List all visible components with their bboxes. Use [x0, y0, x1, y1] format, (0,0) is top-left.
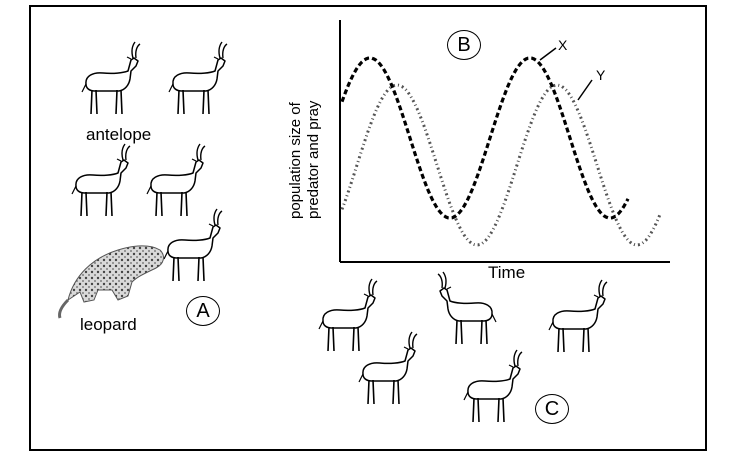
antelope-label: antelope [86, 125, 152, 144]
leopard-icon [58, 245, 164, 319]
antelope-icon [463, 349, 523, 423]
antelope-icon [163, 208, 223, 282]
antelope-icon [81, 41, 141, 115]
region-a-label: A [186, 296, 220, 326]
antelope-icon [146, 143, 206, 217]
antelope-icon [438, 272, 496, 344]
population-chart: X Y Time population size of predator and… [287, 20, 670, 282]
series-y-curve [340, 83, 662, 247]
series-y-label: Y [596, 67, 606, 83]
antelope-icon [548, 279, 608, 353]
antelope-icon [318, 278, 378, 352]
region-c-label: C [535, 394, 569, 424]
leopard-label: leopard [80, 315, 137, 334]
antelope-icon [358, 331, 418, 405]
antelope-icon [71, 143, 131, 217]
series-x-label: X [558, 37, 568, 53]
y-axis-label-line2: predator and pray [305, 100, 322, 219]
series-x-curve [340, 56, 630, 220]
y-axis-label-line1: population size of [287, 101, 304, 219]
series-x-leader [539, 47, 557, 61]
x-axis-label: Time [488, 263, 525, 282]
region-b-label: B [447, 30, 481, 60]
antelope-icon [168, 41, 228, 115]
series-y-leader [577, 79, 593, 101]
